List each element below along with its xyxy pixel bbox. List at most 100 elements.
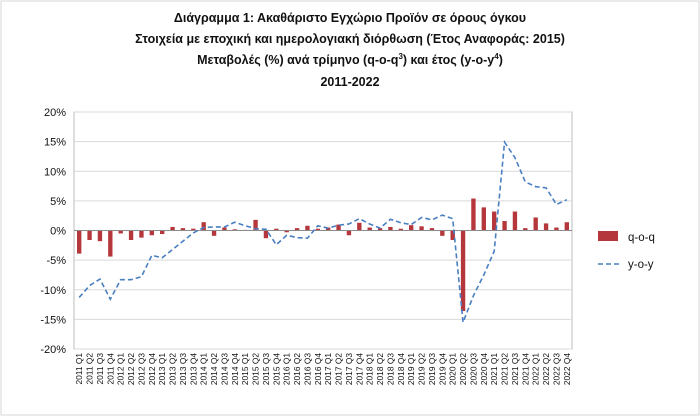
qoq-bar (201, 222, 206, 231)
qoq-bar (440, 230, 445, 236)
qoq-bar (253, 219, 258, 231)
qoq-bar (336, 224, 341, 231)
x-tick-label: 2011 Q4 (105, 353, 115, 385)
x-tick-label: 2014 Q3 (219, 353, 229, 385)
qoq-bar (191, 228, 196, 231)
qoq-bar (263, 230, 269, 239)
y-tick-label: 0% (50, 226, 66, 238)
qoq-bar (294, 228, 300, 231)
qoq-bar (388, 226, 393, 231)
y-tick-label: 20% (44, 107, 66, 119)
legend: q-o-q y-o-y (598, 231, 655, 271)
x-tick-label: 2022 Q2 (541, 353, 551, 385)
qoq-bar (274, 228, 279, 231)
qoq-bar (139, 230, 144, 238)
x-tick-label: 2012 Q1 (116, 353, 126, 385)
qoq-bar (170, 226, 175, 231)
qoq-bar (77, 230, 82, 254)
x-tick-label: 2011 Q2 (85, 353, 95, 385)
qoq-bar (118, 230, 123, 234)
x-tick-label: 2011 Q1 (74, 353, 84, 385)
x-tick-label: 2019 Q2 (417, 353, 427, 385)
qoq-bar (180, 228, 186, 231)
qoq-bar (326, 227, 331, 231)
qoq-bar (512, 211, 518, 231)
qoq-bar (502, 221, 507, 231)
qoq-bar (419, 226, 424, 231)
x-tick-label: 2013 Q4 (188, 353, 198, 385)
x-tick-label: 2014 Q2 (209, 353, 219, 385)
qoq-bar (346, 230, 352, 236)
title-line-3-part-b: ) και έτος (y-o-y (403, 53, 494, 67)
qoq-bar (149, 230, 154, 236)
qoq-bar (160, 230, 165, 235)
x-tick-label: 2022 Q3 (551, 353, 561, 385)
x-tick-label: 2020 Q4 (479, 353, 489, 385)
x-tick-label: 2020 Q3 (468, 353, 478, 385)
y-tick-label: 15% (44, 137, 66, 149)
qoq-bar (471, 198, 476, 231)
qoq-bar (97, 230, 103, 242)
qoq-bar (284, 230, 289, 233)
qoq-bar (523, 228, 528, 231)
x-tick-label: 2018 Q1 (365, 353, 375, 385)
qoq-bar (87, 230, 92, 240)
x-tick-label: 2021 Q3 (510, 353, 520, 385)
x-tick-label: 2012 Q3 (136, 353, 146, 385)
y-tick-label: -10% (40, 285, 66, 297)
y-tick-label: 5% (50, 196, 66, 208)
qoq-bar (315, 228, 320, 231)
x-tick-label: 2016 Q3 (302, 353, 312, 385)
x-tick-label: 2018 Q2 (375, 353, 385, 385)
x-tick-label: 2022 Q4 (562, 353, 572, 385)
qoq-bar (211, 230, 217, 236)
qoq-bar (533, 217, 538, 231)
x-tick-label: 2011 Q3 (95, 353, 105, 385)
qoq-bar (377, 228, 383, 231)
x-tick-label: 2019 Q3 (427, 353, 437, 385)
x-tick-label: 2021 Q2 (500, 353, 510, 385)
y-tick-label: 10% (44, 166, 66, 178)
qoq-bar (564, 222, 569, 231)
x-tick-label: 2017 Q2 (334, 353, 344, 385)
title-line-3-sup-a: 3 (398, 52, 403, 61)
x-tick-label: 2012 Q4 (147, 353, 157, 385)
x-tick-label: 2020 Q2 (458, 353, 468, 385)
title-line-3-sup-b: 4 (494, 52, 499, 61)
qoq-bar (128, 230, 134, 240)
x-tick-label: 2016 Q2 (292, 353, 302, 385)
y-tick-label: -5% (46, 255, 66, 267)
x-tick-label: 2015 Q3 (261, 353, 271, 385)
legend-label-qoq: q-o-q (628, 232, 655, 244)
qoq-bar (222, 227, 227, 231)
x-tick-label: 2018 Q3 (385, 353, 395, 385)
chart-title-line-2: Στοιχεία με εποχική και ημερολογιακή διό… (135, 32, 565, 46)
qoq-bar (554, 227, 559, 231)
qoq-bar (367, 227, 372, 231)
x-tick-label: 2019 Q4 (437, 353, 447, 385)
qoq-bar (492, 211, 497, 231)
x-tick-label: 2022 Q1 (531, 353, 541, 385)
x-tick-label: 2019 Q1 (406, 353, 416, 385)
x-tick-label: 2012 Q2 (126, 353, 136, 385)
x-tick-label: 2017 Q1 (323, 353, 333, 385)
qoq-bar (305, 225, 310, 231)
qoq-bar (460, 230, 466, 312)
qoq-bar (481, 207, 486, 231)
y-tick-label: -15% (40, 314, 66, 326)
x-tick-label: 2017 Q4 (354, 353, 364, 385)
chart-title-line-4: 2011-2022 (320, 75, 379, 89)
title-line-3-part-c: ) (499, 53, 503, 67)
chart-title-line-1: Διάγραμμα 1: Ακαθάριστο Εγχώριο Προϊόν σ… (174, 11, 526, 25)
x-tick-label: 2016 Q4 (313, 353, 323, 385)
qoq-bar (543, 223, 549, 231)
x-tick-label: 2014 Q1 (199, 353, 209, 385)
qoq-bar (429, 228, 435, 231)
x-tick-label: 2015 Q1 (240, 353, 250, 385)
x-axis-ticks: 2011 Q1 2011 Q2 2011 Q3 2011 Q4 2012 Q1 2012 … (74, 353, 572, 385)
qoq-bar (357, 222, 362, 231)
qoq-bar (450, 230, 455, 240)
x-tick-label: 2018 Q4 (396, 353, 406, 385)
qoq-bar (409, 225, 414, 231)
x-tick-label: 2013 Q3 (178, 353, 188, 385)
